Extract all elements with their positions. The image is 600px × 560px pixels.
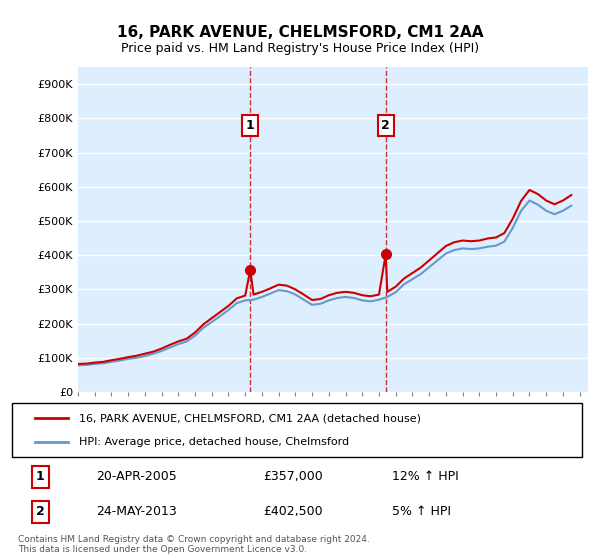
Text: £357,000: £357,000 <box>263 470 323 483</box>
Text: HPI: Average price, detached house, Chelmsford: HPI: Average price, detached house, Chel… <box>79 436 350 446</box>
Text: 20-APR-2005: 20-APR-2005 <box>96 470 177 483</box>
Text: 5% ↑ HPI: 5% ↑ HPI <box>392 505 451 518</box>
Text: 1: 1 <box>246 119 254 132</box>
Text: 2: 2 <box>36 505 44 518</box>
Text: Contains HM Land Registry data © Crown copyright and database right 2024.
This d: Contains HM Land Registry data © Crown c… <box>18 535 370 554</box>
Text: 16, PARK AVENUE, CHELMSFORD, CM1 2AA (detached house): 16, PARK AVENUE, CHELMSFORD, CM1 2AA (de… <box>79 413 421 423</box>
Text: 16, PARK AVENUE, CHELMSFORD, CM1 2AA: 16, PARK AVENUE, CHELMSFORD, CM1 2AA <box>117 25 483 40</box>
Text: Price paid vs. HM Land Registry's House Price Index (HPI): Price paid vs. HM Land Registry's House … <box>121 42 479 55</box>
Text: 2: 2 <box>381 119 390 132</box>
FancyBboxPatch shape <box>13 403 581 457</box>
Text: 12% ↑ HPI: 12% ↑ HPI <box>392 470 458 483</box>
Text: £402,500: £402,500 <box>263 505 323 518</box>
Text: 24-MAY-2013: 24-MAY-2013 <box>96 505 177 518</box>
Text: 1: 1 <box>36 470 44 483</box>
